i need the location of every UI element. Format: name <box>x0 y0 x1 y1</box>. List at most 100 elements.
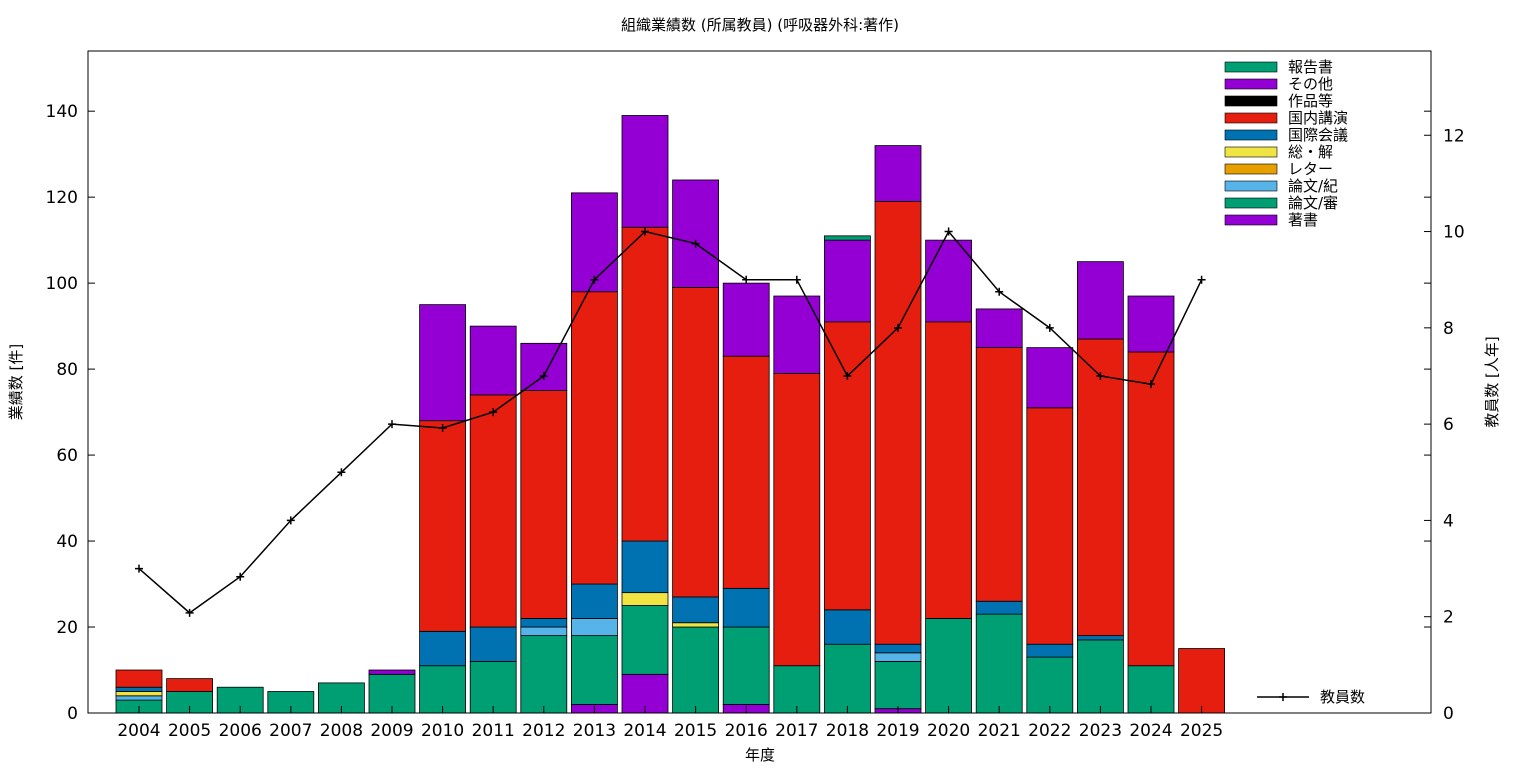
x-tick-label: 2013 <box>573 721 616 741</box>
y-tick-label: 20 <box>56 618 78 638</box>
bar-2018-series-6 <box>824 321 871 611</box>
bar-2012-series-1 <box>520 635 568 714</box>
bar-2023-series-5 <box>1077 635 1124 641</box>
bar-2013-series-8 <box>571 192 618 293</box>
line-point-2010 <box>438 423 447 432</box>
line-point-2008 <box>337 468 346 477</box>
legend-swatch <box>1224 61 1278 73</box>
line-point-2015 <box>691 239 700 248</box>
y-tick-label: 60 <box>56 446 78 466</box>
line-point-2014 <box>641 227 649 236</box>
bar-2010-series-5 <box>419 630 467 667</box>
bar-2023-series-6 <box>1077 338 1124 637</box>
legend-swatch <box>1224 95 1278 107</box>
x-tick-label: 2012 <box>522 721 565 741</box>
x-tick-label: 2004 <box>117 721 160 741</box>
y2-tick-label: 8 <box>1443 319 1454 339</box>
legend-swatch <box>1224 214 1278 226</box>
bar-2004-series-2 <box>115 695 163 701</box>
bar-2005-series-6 <box>166 678 214 692</box>
y-tick-label: 0 <box>67 704 78 724</box>
line-point-2024 <box>1147 380 1155 389</box>
bar-2011-series-1 <box>469 661 517 714</box>
bar-2014-series-6 <box>621 226 669 542</box>
y2-tick-label: 2 <box>1443 608 1454 628</box>
bar-2011-series-8 <box>469 325 517 396</box>
legend-label: 著書 <box>1288 211 1318 229</box>
line-point-2011 <box>489 408 498 417</box>
x-axis: 2004 2005 2006 2007 2008 2009 2010 2011 2012 2013… <box>117 706 1223 741</box>
bar-2018-series-1 <box>824 643 871 714</box>
y2-axis-label: 教員数 [人年] <box>1483 336 1501 427</box>
bar-2017-series-1 <box>773 665 821 714</box>
line-point-2016 <box>742 275 751 284</box>
y-tick-label: 140 <box>46 102 78 122</box>
bar-2012-series-2 <box>520 626 568 637</box>
bar-2021-series-5 <box>975 600 1023 615</box>
bar-2021-series-1 <box>975 613 1023 714</box>
bar-2019-series-5 <box>874 643 922 654</box>
bar-2016-series-6 <box>722 355 770 589</box>
y-tick-label: 40 <box>56 532 78 552</box>
bar-2012-series-5 <box>520 618 568 628</box>
line-legend-label: 教員数 <box>1320 688 1365 706</box>
x-tick-label: 2007 <box>269 721 312 741</box>
line-point-2023 <box>1096 371 1105 380</box>
line-point-2025 <box>1197 275 1206 284</box>
plot-frame <box>87 50 1432 714</box>
y2-tick-label: 0 <box>1443 704 1454 724</box>
bar-2012-series-6 <box>520 390 568 619</box>
line-group <box>135 227 1206 617</box>
x-tick-label: 2025 <box>1180 721 1223 741</box>
bar-2017-series-8 <box>773 295 821 374</box>
legend-swatch <box>1224 146 1278 158</box>
legend-swatch <box>1224 129 1278 141</box>
bar-2010-series-1 <box>419 665 467 714</box>
bar-2019-series-8 <box>874 145 922 202</box>
bar-2024-series-6 <box>1127 351 1175 667</box>
line-point-2021 <box>995 287 1004 296</box>
x-tick-label: 2022 <box>1028 721 1071 741</box>
bar-2022-series-8 <box>1026 347 1074 409</box>
line-point-2019 <box>894 323 902 332</box>
bar-2021-series-6 <box>975 347 1023 602</box>
bar-2020-series-1 <box>925 618 972 714</box>
bar-2019-series-6 <box>874 201 922 645</box>
bar-2019-series-1 <box>874 661 922 710</box>
y-axis-label: 業績数 [件] <box>7 344 25 420</box>
bar-2016-series-5 <box>722 587 770 628</box>
legend-swatch <box>1224 112 1278 124</box>
y-tick-label: 100 <box>46 274 78 294</box>
bar-2004-series-6 <box>115 669 163 688</box>
chart-title: 組織業績数 (所属教員) (呼吸器外科:著作) <box>621 16 899 34</box>
y2-axis: 0 2 4 6 8 10 12 <box>1424 126 1465 724</box>
x-tick-label: 2017 <box>775 721 818 741</box>
bar-2014-series-1 <box>621 605 669 675</box>
line-point-2004 <box>135 564 143 573</box>
bar-2018-series-8 <box>824 239 871 323</box>
bar-2014-series-5 <box>621 540 669 594</box>
bar-2010-series-6 <box>419 420 467 632</box>
y2-tick-label: 6 <box>1443 415 1454 435</box>
line-point-2009 <box>388 420 396 429</box>
line-series-path <box>138 230 1203 614</box>
x-tick-label: 2010 <box>421 721 464 741</box>
bar-2020-series-8 <box>925 239 972 323</box>
bar-2016-series-8 <box>722 282 770 357</box>
line-point-2013 <box>590 275 599 284</box>
line-point-2006 <box>236 572 245 581</box>
x-tick-label: 2006 <box>219 721 262 741</box>
bar-2024-series-1 <box>1127 665 1175 714</box>
bar-2025-series-6 <box>1178 648 1225 714</box>
bar-2022-series-1 <box>1026 656 1074 714</box>
bar-2015-series-8 <box>672 179 719 288</box>
legend-swatch <box>1224 197 1278 209</box>
legend-swatch <box>1224 180 1278 192</box>
y2-tick-label: 4 <box>1443 511 1454 531</box>
bar-2020-series-6 <box>925 321 972 619</box>
bar-2014-series-8 <box>621 115 669 228</box>
bar-2015-series-6 <box>672 287 719 598</box>
x-tick-label: 2018 <box>826 721 869 741</box>
